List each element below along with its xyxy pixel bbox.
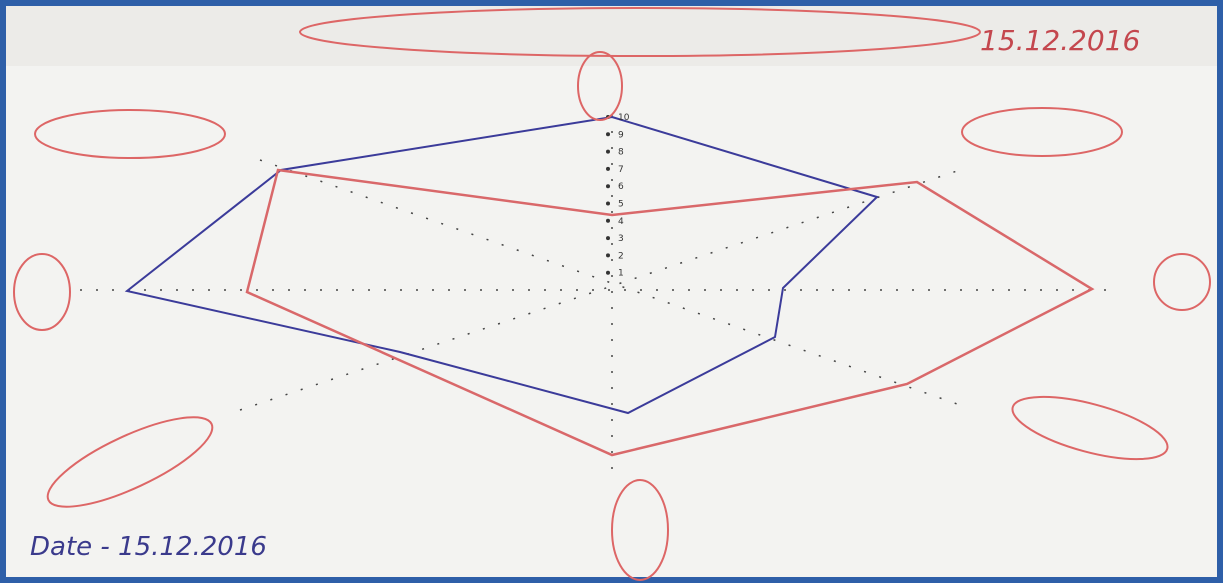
tick-label: 4: [618, 217, 624, 227]
tick-label: 1: [618, 269, 624, 279]
tick-label: 7: [618, 165, 624, 175]
tick-labels: 1 2 3 4 5 6 7 8 9 10: [606, 113, 630, 279]
blue-polygon: [124, 115, 879, 415]
tick-mark: [606, 270, 610, 275]
tick-label: 6: [618, 182, 624, 192]
tick-label: 2: [618, 251, 624, 261]
red-polygon: [245, 168, 1095, 457]
header-date: 15.12.2016: [980, 24, 1140, 57]
tick-label: 5: [618, 200, 624, 210]
tick-label: 9: [618, 130, 624, 140]
tick-label: 10: [618, 113, 630, 123]
tick-mark: [606, 201, 610, 206]
tick-mark: [606, 218, 610, 223]
tick-label: 8: [618, 148, 624, 158]
tick-mark: [606, 236, 610, 241]
footer-date: Date - 15.12.2016: [30, 532, 267, 562]
tick-mark: [606, 253, 610, 258]
label-bubbles: [13, 7, 1211, 581]
tick-mark: [606, 132, 610, 137]
tick-mark: [606, 166, 610, 171]
tick-label: 3: [618, 234, 624, 244]
axes: [80, 115, 1110, 470]
tick-mark: [606, 184, 610, 189]
tick-mark: [606, 149, 610, 154]
